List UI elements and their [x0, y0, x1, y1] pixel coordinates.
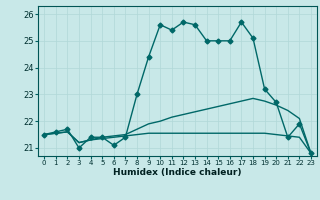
X-axis label: Humidex (Indice chaleur): Humidex (Indice chaleur): [113, 168, 242, 177]
